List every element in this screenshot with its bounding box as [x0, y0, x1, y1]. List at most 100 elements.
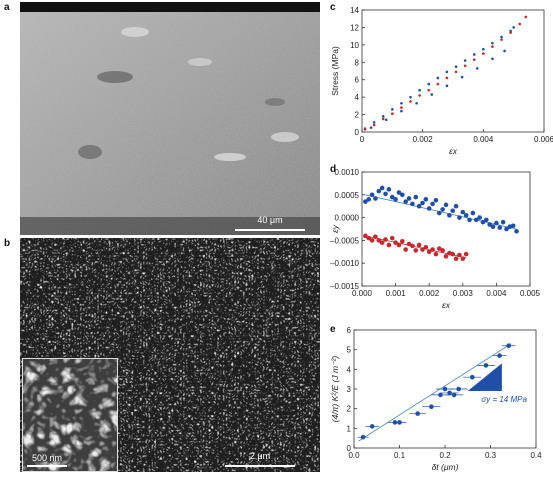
data-point [420, 247, 425, 252]
data-point [423, 244, 429, 250]
data-point [447, 213, 452, 218]
data-point [463, 59, 467, 62]
data-point [389, 235, 395, 241]
x-tick-label: 0.2 [439, 451, 451, 460]
plot-frame [361, 171, 531, 287]
y-tick-label: 0.0005 [335, 191, 360, 200]
data-point [438, 392, 443, 398]
chart-e: 0.0 0.1 0.2 0.3 0.4 0 1 2 3 4 5 6 δt (μm) (4/π) K²/E … [330, 326, 542, 472]
slope-annotation: σy = 14 MPa [481, 395, 527, 404]
data-point [400, 106, 403, 109]
data-point [436, 82, 440, 86]
data-point [484, 217, 489, 223]
data-point [480, 219, 486, 225]
data-point [381, 117, 385, 121]
data-point [518, 22, 522, 26]
fit-line [358, 343, 512, 442]
data-point [372, 123, 376, 127]
data-point [391, 112, 394, 115]
data-point [500, 38, 503, 41]
data-point [396, 190, 402, 195]
y-axis-label: (4/π) K²/E (J m⁻²) [330, 356, 340, 423]
x-tick-label: 0.005 [520, 289, 541, 298]
y-tick-label: 4 [347, 365, 352, 374]
data-point [393, 197, 398, 202]
y-tick-label: 3 [347, 385, 352, 394]
data-point [460, 75, 464, 79]
x-tick-label: 0.002 [419, 289, 440, 298]
data-point [454, 70, 458, 74]
data-point [363, 233, 368, 239]
data-point [430, 201, 435, 207]
data-point [445, 76, 449, 80]
data-point [433, 197, 439, 203]
data-point [413, 194, 419, 200]
data-point [445, 70, 449, 74]
data-point [447, 390, 452, 396]
data-point [497, 225, 503, 230]
data-point [373, 196, 378, 201]
data-point [453, 256, 459, 261]
y-tick-label: 0.0010 [335, 168, 360, 177]
data-point [443, 254, 449, 259]
x-tick-label: 0.002 [413, 135, 434, 144]
data-point [445, 84, 449, 88]
data-point [497, 353, 502, 358]
data-point [454, 65, 458, 68]
x-tick-label: 0.003 [453, 289, 474, 298]
data-point [443, 202, 449, 208]
panel-letter-c: c [330, 2, 336, 13]
x-tick-label: 0.4 [530, 451, 542, 460]
data-point [506, 343, 511, 349]
y-tick-label: 2 [355, 111, 360, 120]
data-point [436, 210, 442, 216]
scalebar-label-b: 2 μm [249, 451, 271, 461]
data-point [386, 187, 392, 192]
data-point [463, 251, 469, 257]
data-point [430, 247, 435, 252]
data-point [514, 228, 519, 234]
data-point [477, 215, 482, 220]
data-point [393, 240, 398, 245]
data-point [487, 222, 492, 227]
data-point [386, 242, 392, 248]
data-point [483, 363, 489, 368]
scalebar-a [235, 229, 305, 231]
data-point [427, 88, 431, 92]
data-point [433, 251, 439, 257]
data-point [416, 203, 422, 209]
data-point [430, 93, 434, 96]
data-point [510, 223, 516, 229]
data-point [409, 100, 412, 103]
data-point [426, 249, 432, 255]
data-point [379, 240, 385, 245]
y-tick-label: 5 [347, 346, 352, 355]
x-tick-label: 0.006 [534, 135, 553, 144]
data-point [463, 213, 469, 218]
data-point [490, 224, 496, 230]
y-tick-label: –0.0005 [330, 236, 359, 245]
x-tick-label: 0.004 [473, 135, 494, 144]
data-point [410, 243, 415, 249]
data-point [426, 206, 432, 211]
data-point [360, 434, 366, 440]
data-point [457, 215, 462, 220]
y-axis-label: Stress (MPa) [330, 46, 340, 96]
data-point [470, 210, 476, 216]
data-point [400, 239, 405, 244]
data-point [372, 121, 376, 124]
x-tick-label: 0.000 [352, 289, 373, 298]
data-point [427, 82, 431, 86]
x-tick-label: 0.001 [386, 289, 407, 298]
data-point [524, 15, 528, 19]
data-point [451, 392, 457, 398]
data-point [450, 208, 456, 214]
data-point [460, 256, 466, 261]
data-point [418, 88, 421, 92]
data-point [363, 199, 368, 204]
data-point [491, 41, 494, 45]
y-tick-label: 1 [347, 424, 352, 433]
data-point [410, 201, 415, 207]
data-point [456, 386, 461, 392]
y-tick-label: 12 [350, 23, 359, 32]
